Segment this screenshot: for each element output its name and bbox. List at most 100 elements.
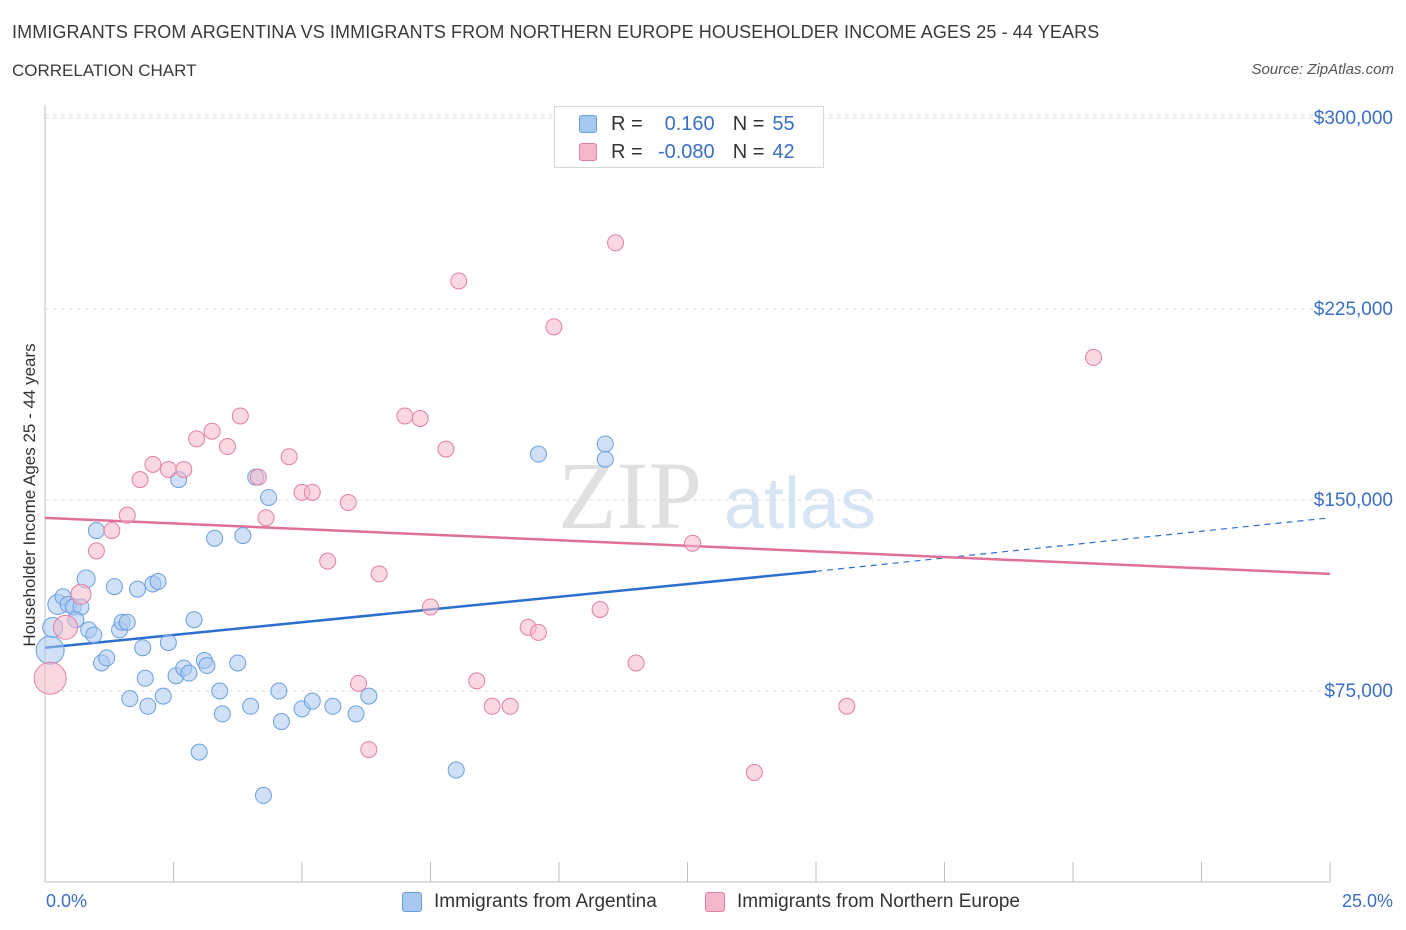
data-point: [360, 741, 378, 759]
data-points: [33, 234, 1103, 804]
data-point: [98, 649, 116, 667]
r-value: 0.160: [664, 112, 715, 135]
data-point: [422, 598, 439, 616]
data-point: [745, 763, 763, 781]
data-point: [185, 611, 203, 629]
legend-label-argentina: Immigrants from Argentina: [434, 891, 657, 912]
n-label: N =: [732, 112, 765, 135]
data-point: [154, 687, 172, 705]
data-point: [260, 488, 278, 506]
data-point: [242, 697, 260, 715]
trend-line-argentina-extension: [815, 517, 1331, 572]
data-point: [529, 623, 547, 641]
y-tick-label: $150,000: [1314, 490, 1393, 511]
y-tick-label: $75,000: [1324, 681, 1393, 702]
data-point: [211, 682, 229, 700]
data-point: [131, 471, 149, 489]
data-point: [303, 483, 321, 501]
data-point: [206, 529, 224, 547]
data-point: [175, 460, 193, 478]
data-point: [545, 318, 563, 336]
data-point: [129, 580, 147, 598]
data-point: [105, 578, 123, 596]
data-point: [35, 635, 65, 665]
data-point: [213, 705, 231, 723]
stats-legend: R = 0.160 N = 55 R = -0.080 N = 42: [554, 106, 824, 168]
data-point: [234, 527, 252, 545]
data-point: [347, 705, 365, 723]
data-point: [501, 697, 519, 715]
data-point: [144, 455, 162, 473]
n-value: 42: [772, 140, 795, 163]
y-tick-label: $300,000: [1314, 108, 1393, 129]
series-northern-europe: [33, 234, 1103, 781]
data-point: [87, 542, 105, 560]
data-point: [483, 697, 501, 715]
data-point: [339, 494, 357, 512]
data-point: [607, 234, 625, 252]
legend-label-northern-europe: Immigrants from Northern Europe: [737, 891, 1020, 912]
data-point: [190, 743, 208, 761]
data-point: [249, 468, 267, 486]
data-point: [370, 565, 388, 583]
data-point: [1085, 348, 1103, 366]
watermark-atlas: atlas: [724, 464, 876, 544]
y-axis-label: Householder Income Ages 25 - 44 years: [20, 343, 39, 646]
data-point: [70, 583, 92, 605]
data-point: [53, 614, 79, 640]
data-point: [319, 552, 337, 570]
data-point: [254, 786, 272, 804]
data-point: [838, 697, 856, 715]
legend-item-northern-europe[interactable]: Immigrants from Northern Europe: [705, 890, 1020, 914]
data-point: [231, 407, 249, 425]
data-point: [159, 460, 177, 478]
n-value: 55: [772, 112, 795, 135]
data-point: [203, 422, 221, 440]
data-point: [591, 601, 609, 619]
chart-subtitle: CORRELATION CHART: [12, 61, 197, 80]
data-point: [529, 445, 547, 463]
argentina-legend-swatch: [402, 892, 422, 912]
data-point: [257, 509, 275, 527]
data-point: [198, 657, 216, 675]
data-point: [596, 450, 614, 468]
data-point: [134, 639, 152, 657]
data-point: [350, 674, 368, 692]
data-point: [684, 534, 702, 552]
stats-legend-row-argentina: R = 0.160 N = 55: [579, 111, 795, 137]
data-point: [272, 713, 290, 731]
data-point: [447, 761, 465, 779]
data-point: [411, 410, 429, 428]
x-tick-min: 0.0%: [46, 891, 88, 911]
data-point: [118, 506, 136, 524]
watermark: ZIP atlas: [558, 442, 876, 549]
data-point: [188, 430, 206, 448]
y-tick-labels: $75,000 $150,000 $225,000 $300,000: [1314, 108, 1393, 702]
source-note: Source: ZipAtlas.com: [1251, 61, 1394, 78]
data-point: [270, 682, 288, 700]
data-point: [33, 661, 67, 695]
data-point: [303, 692, 321, 710]
data-point: [360, 687, 378, 705]
data-point: [396, 407, 414, 425]
data-point: [450, 272, 468, 290]
data-point: [324, 697, 342, 715]
watermark-zip: ZIP: [558, 442, 702, 549]
data-point: [437, 440, 455, 458]
stats-legend-row-northern-europe: R = -0.080 N = 42: [579, 139, 795, 165]
r-label: R =: [611, 112, 643, 135]
n-label: N =: [732, 140, 765, 163]
data-point: [280, 448, 298, 466]
chart-title: IMMIGRANTS FROM ARGENTINA VS IMMIGRANTS …: [12, 22, 1100, 42]
northern-europe-legend-swatch: [705, 892, 725, 912]
data-point: [468, 672, 486, 690]
data-point: [180, 664, 198, 682]
data-point: [229, 654, 247, 672]
data-point: [85, 626, 103, 644]
y-tick-label: $225,000: [1314, 299, 1393, 320]
legend-item-argentina[interactable]: Immigrants from Argentina: [402, 890, 657, 914]
r-label: R =: [611, 140, 643, 163]
data-point: [103, 522, 121, 540]
data-point: [136, 669, 154, 687]
